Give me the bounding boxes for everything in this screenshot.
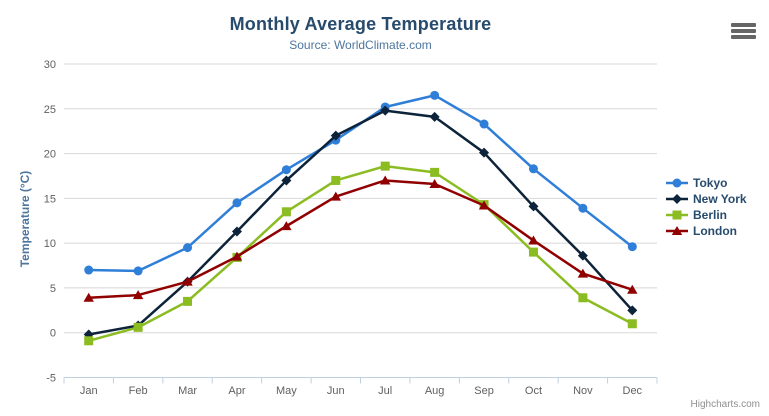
svg-text:-5: -5 [46,373,56,385]
svg-text:Jul: Jul [378,385,392,397]
legend: Tokyo New York Berlin London [666,177,747,237]
svg-text:May: May [276,385,297,397]
legend-item-new-york[interactable]: New York [666,193,747,205]
y-axis-labels: -5 0 5 10 15 20 25 30 [44,59,56,385]
legend-label: London [693,224,737,238]
y-axis-title: Temperature (°C) [18,170,32,268]
series-tokyo[interactable] [84,90,637,276]
svg-text:20: 20 [44,149,56,161]
svg-text:Mar: Mar [178,385,197,397]
hamburger-bar [731,23,756,27]
svg-text:Jan: Jan [80,385,98,397]
svg-text:Sep: Sep [474,385,494,397]
hamburger-bar [731,29,756,33]
hamburger-bar [731,35,756,39]
svg-text:15: 15 [44,193,56,205]
legend-item-berlin[interactable]: Berlin [666,209,747,221]
legend-label: Berlin [693,208,728,222]
legend-item-tokyo[interactable]: Tokyo [666,177,747,189]
tokyo-legend-marker-icon [666,178,688,188]
svg-text:30: 30 [44,59,56,71]
series-new-york[interactable] [83,105,638,340]
series-london[interactable] [83,175,638,302]
x-axis [63,377,658,384]
new-york-legend-marker-icon [666,194,688,204]
svg-text:5: 5 [50,283,56,295]
credits-link[interactable]: Highcharts.com [690,399,760,410]
svg-text:Feb: Feb [129,385,148,397]
x-axis-labels: Jan Feb Mar Apr May Jun Jul Aug Sep Oct Nov Dec [80,385,643,397]
svg-text:Oct: Oct [525,385,542,397]
gridlines [64,63,657,334]
svg-text:Aug: Aug [425,385,445,397]
legend-label: Tokyo [693,176,728,190]
chart-subtitle: Source: WorldClimate.com [289,38,432,52]
svg-text:Jun: Jun [327,385,345,397]
legend-label: New York [693,192,747,206]
svg-text:Apr: Apr [228,385,245,397]
svg-text:10: 10 [44,238,56,250]
chart-title: Monthly Average Temperature [229,14,492,34]
svg-text:0: 0 [50,328,56,340]
export-hamburger-icon[interactable] [731,23,756,39]
svg-text:25: 25 [44,104,56,116]
svg-text:Nov: Nov [573,385,593,397]
berlin-legend-marker-icon [666,210,688,220]
legend-item-london[interactable]: London [666,225,747,237]
svg-text:Dec: Dec [623,385,643,397]
london-legend-marker-icon [666,226,688,235]
